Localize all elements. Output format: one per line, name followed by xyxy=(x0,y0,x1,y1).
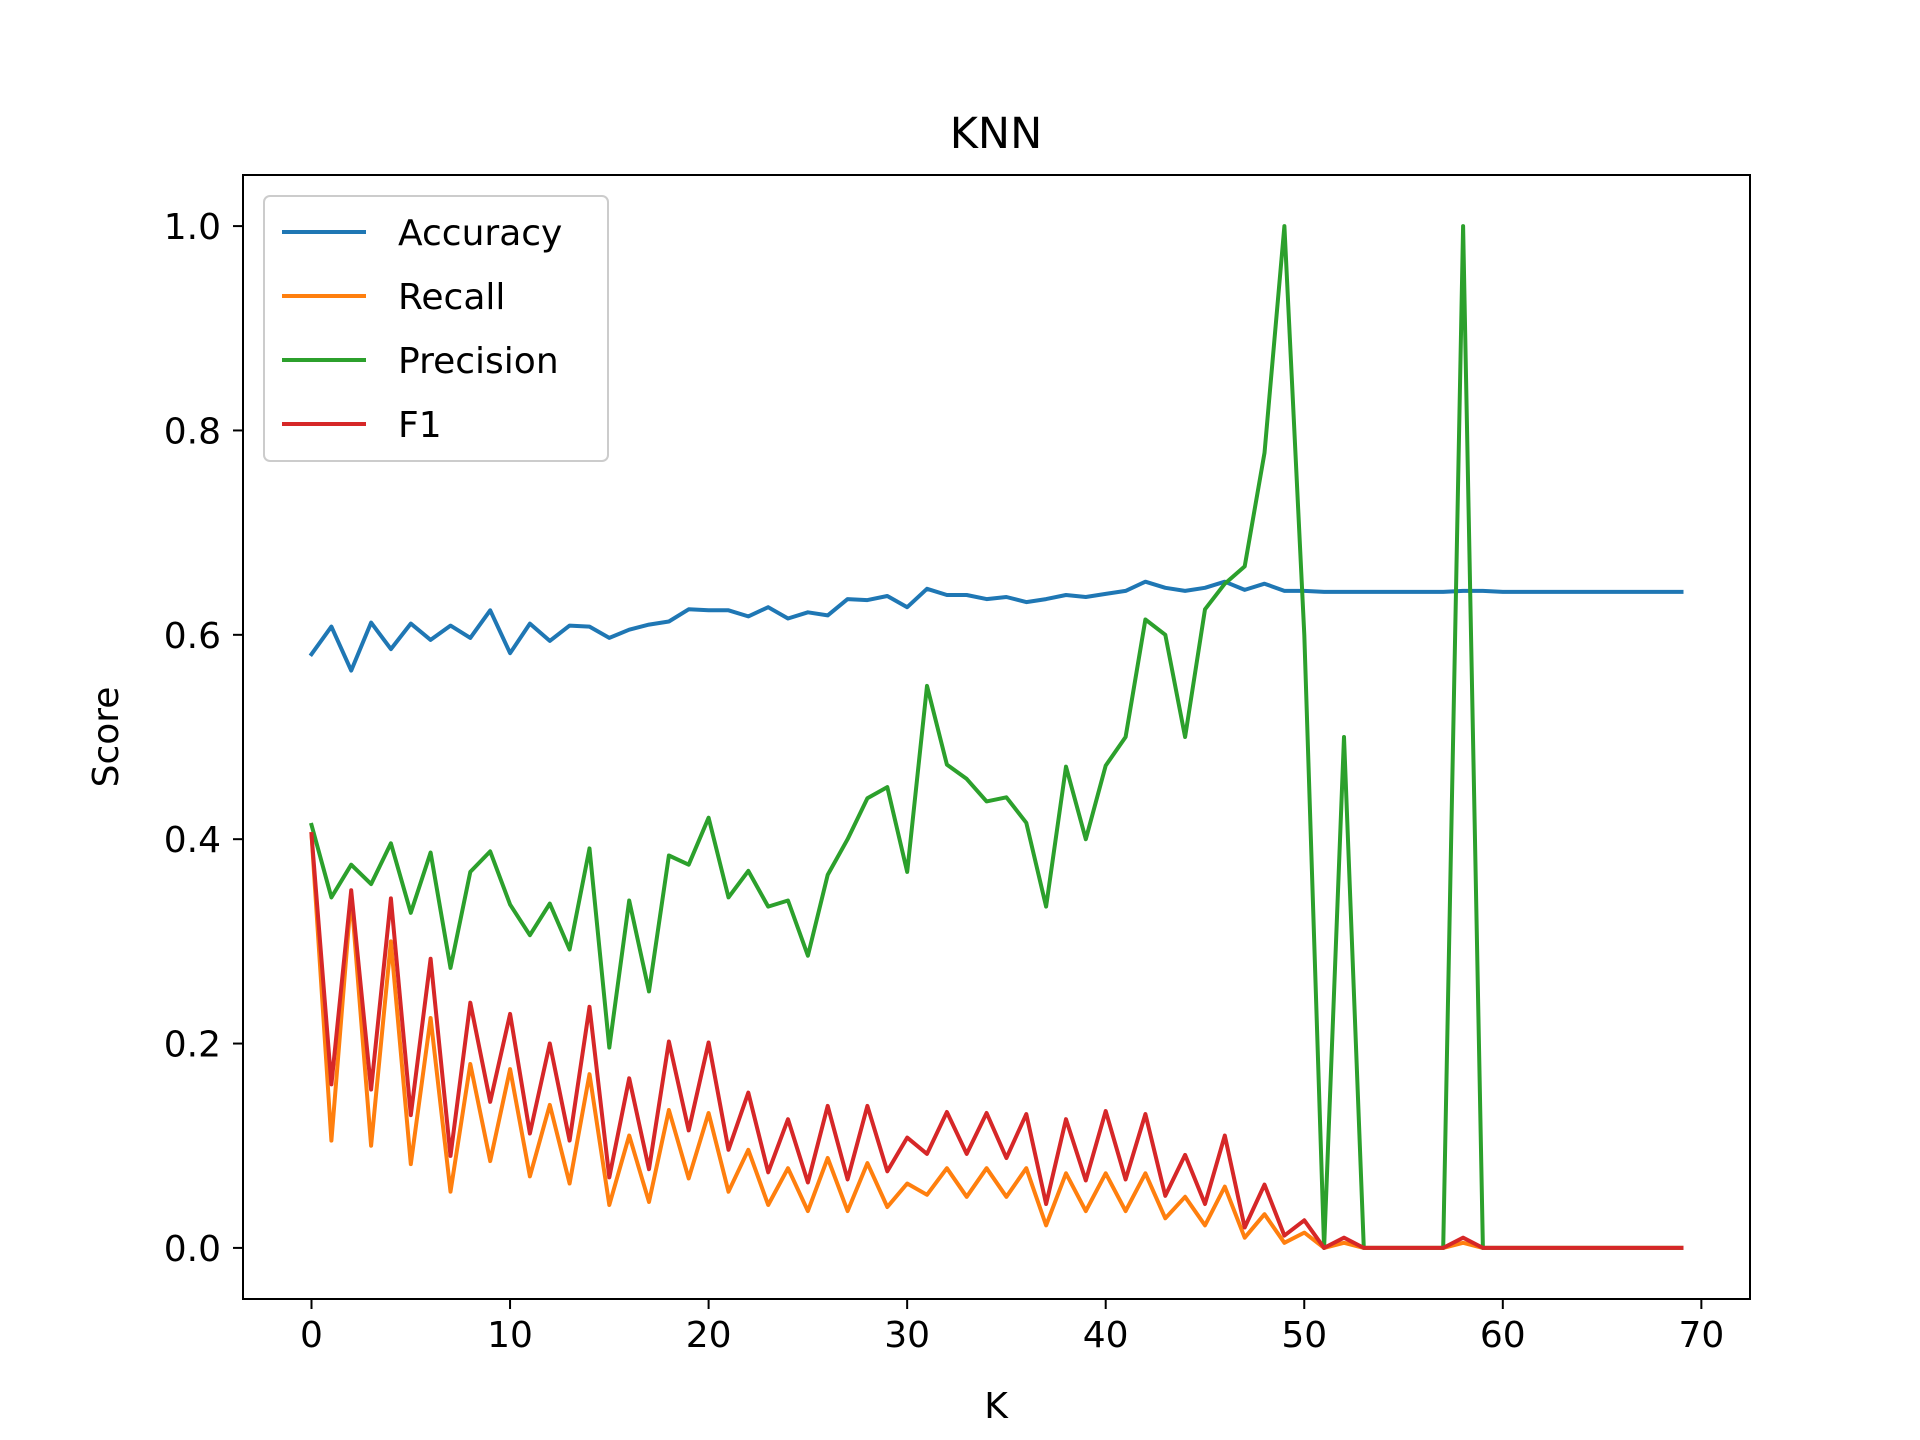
legend-frame xyxy=(263,195,609,462)
series-line-accuracy xyxy=(308,579,1684,673)
x-axis-label: K xyxy=(984,1386,1009,1427)
legend: Accuracy Recall Precision F1 xyxy=(263,195,609,462)
x-tick-label: 70 xyxy=(1678,1315,1724,1356)
x-tick-label: 30 xyxy=(884,1315,930,1356)
y-tick-label: 0.4 xyxy=(164,820,221,861)
chart-title: KNN xyxy=(950,109,1043,159)
x-tick-label: 20 xyxy=(686,1315,732,1356)
y-tick-label: 0.8 xyxy=(164,411,221,452)
y-tick-label: 1.0 xyxy=(164,207,221,248)
legend-label-f1: F1 xyxy=(398,405,442,446)
y-axis-label: Score xyxy=(86,687,127,788)
legend-label-precision: Precision xyxy=(398,341,559,382)
x-tick-label: 10 xyxy=(487,1315,533,1356)
x-tick-label: 40 xyxy=(1083,1315,1129,1356)
y-tick-label: 0.2 xyxy=(164,1025,221,1066)
series-line-recall xyxy=(309,831,1684,1250)
x-tick-label: 60 xyxy=(1480,1315,1526,1356)
plot-frame xyxy=(242,174,1751,1300)
legend-label-recall: Recall xyxy=(398,277,505,318)
series-line-precision xyxy=(309,224,1684,1250)
series-layer xyxy=(308,224,1684,1250)
legend-label-accuracy: Accuracy xyxy=(398,213,562,254)
x-axis: 0 10 20 30 40 50 60 70 xyxy=(300,1299,1724,1356)
y-axis: 0.0 0.2 0.4 0.6 0.8 1.0 xyxy=(164,207,243,1270)
series-line-f1 xyxy=(309,831,1684,1250)
y-tick-label: 0.0 xyxy=(164,1229,221,1270)
x-tick-label: 0 xyxy=(300,1315,323,1356)
x-tick-label: 50 xyxy=(1281,1315,1327,1356)
y-tick-label: 0.6 xyxy=(164,616,221,657)
